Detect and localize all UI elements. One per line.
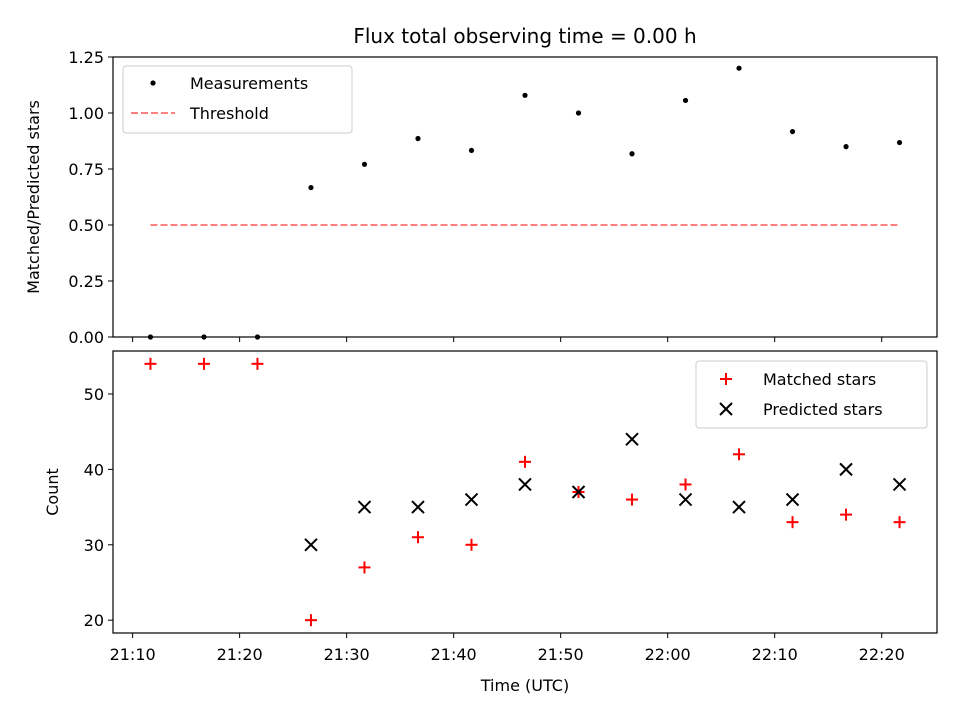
measurement-point [789, 128, 796, 135]
top-marks [147, 65, 903, 340]
matched-stars-point [197, 357, 210, 370]
top-x-ticks [132, 337, 883, 342]
predicted-stars-point [785, 492, 800, 507]
top-y-axis-label: Matched/Predicted stars [24, 100, 43, 294]
matched-stars-point [251, 357, 264, 370]
predicted-stars-point [678, 492, 693, 507]
legend-matched-label: Matched stars [763, 370, 876, 389]
top-legend: Measurements Threshold [122, 65, 353, 134]
matched-stars-point [733, 448, 746, 461]
measurement-point [522, 92, 528, 98]
legend-predicted-label: Predicted stars [763, 400, 883, 419]
bottom-y-axis-label: Count [43, 468, 62, 516]
x-axis-label: Time (UTC) [480, 676, 569, 695]
measurement-point [147, 334, 154, 340]
bottom-legend-box [695, 360, 928, 429]
bottom-y-ticks: 20 30 40 50 [84, 385, 113, 630]
predicted-stars-point [518, 477, 532, 492]
measurement-point [468, 147, 475, 154]
predicted-stars-point [464, 492, 479, 507]
measurement-point [308, 184, 314, 191]
legend-measurements-swatch [150, 80, 156, 86]
top-y-tick-label: 0.00 [68, 328, 104, 347]
matched-stars-point [304, 614, 317, 627]
measurement-point [629, 151, 635, 157]
measurement-point [415, 135, 421, 142]
bottom-x-ticks: 21:10 21:20 21:30 21:40 21:50 22:00 22:10 22:20 [110, 633, 905, 664]
top-y-tick-label: 0.50 [68, 216, 104, 235]
matched-stars-point [893, 516, 906, 529]
legend-predicted-swatch [719, 402, 733, 416]
bottom-legend: Matched stars Predicted stars [695, 360, 928, 429]
top-y-tick-label: 0.75 [68, 160, 104, 179]
predicted-stars-point [732, 500, 746, 514]
top-plot-frame [112, 56, 938, 338]
bottom-x-tick-label: 22:10 [752, 645, 798, 664]
bottom-marks [144, 357, 907, 627]
bottom-x-tick-label: 21:40 [431, 645, 477, 664]
bottom-x-tick-label: 22:00 [645, 645, 691, 664]
matched-stars-point [519, 455, 531, 468]
measurement-point [896, 139, 903, 146]
matched-stars-point [411, 531, 424, 544]
matched-stars-point [786, 516, 799, 529]
predicted-stars-point [892, 477, 907, 492]
bottom-x-tick-label: 21:20 [217, 645, 263, 664]
predicted-stars-point [411, 500, 425, 514]
predicted-stars-point [357, 500, 372, 514]
legend-threshold-label: Threshold [189, 104, 269, 123]
top-y-ticks: 0.00 0.25 0.50 0.75 1.00 1.25 [68, 48, 113, 347]
top-y-tick-label: 1.25 [68, 48, 104, 67]
bottom-y-tick-label: 20 [84, 611, 104, 630]
chart-title: Flux total observing time = 0.00 h [353, 24, 696, 48]
bottom-y-tick-label: 40 [84, 460, 104, 479]
top-y-tick-label: 1.00 [68, 104, 104, 123]
measurement-point [843, 144, 849, 150]
bottom-plot-frame [112, 350, 938, 634]
predicted-stars-point [304, 538, 318, 552]
predicted-stars-point [839, 462, 853, 477]
predicted-stars-point [625, 432, 639, 446]
matched-stars-point [358, 561, 371, 574]
bottom-y-tick-label: 30 [84, 536, 104, 555]
measurement-point [575, 110, 582, 116]
top-y-tick-label: 0.25 [68, 272, 104, 291]
measurement-point [254, 334, 261, 340]
legend-measurements-label: Measurements [190, 74, 308, 93]
matched-stars-point [840, 508, 853, 521]
top-panel: 0.00 0.25 0.50 0.75 1.00 1.25 Matched/Predict… [24, 48, 938, 347]
legend-matched-swatch [720, 373, 732, 385]
measurement-point [736, 65, 742, 71]
matched-stars-point [679, 478, 692, 491]
measurement-point [682, 97, 689, 104]
bottom-x-tick-label: 21:10 [110, 645, 156, 664]
bottom-x-tick-label: 21:50 [538, 645, 584, 664]
top-legend-box [122, 65, 353, 134]
matched-stars-point [465, 538, 478, 551]
matched-stars-point [144, 357, 157, 370]
measurement-point [201, 334, 207, 340]
bottom-x-tick-label: 21:30 [324, 645, 370, 664]
predicted-stars-point [571, 485, 586, 499]
bottom-x-tick-label: 22:20 [859, 645, 905, 664]
measurement-point [361, 161, 368, 167]
matched-stars-point [626, 493, 639, 506]
bottom-y-tick-label: 50 [84, 385, 104, 404]
